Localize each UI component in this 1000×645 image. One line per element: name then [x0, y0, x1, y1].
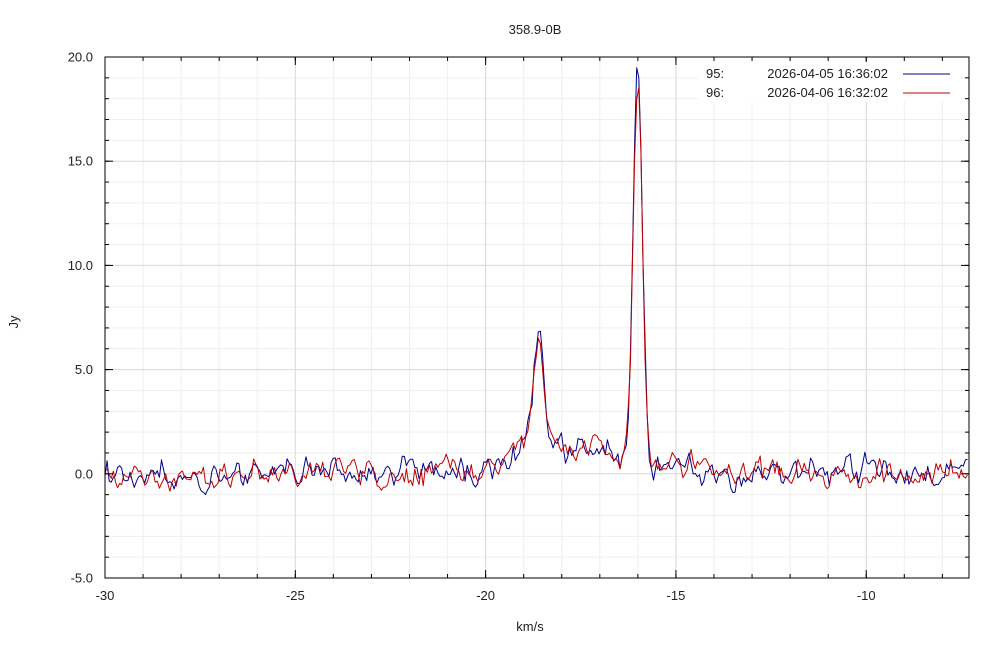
- x-tick-label: -20: [476, 588, 495, 603]
- legend-series-id: 96:: [706, 85, 724, 100]
- series-line-1: [104, 67, 968, 495]
- y-tick-label: 0.0: [75, 466, 93, 481]
- y-tick-label: 20.0: [68, 50, 93, 65]
- legend-series-name: 2026-04-05 16:36:02: [767, 66, 888, 81]
- legend-background: [698, 62, 960, 102]
- plot-frame: [104, 56, 970, 579]
- series-line-2: [104, 87, 968, 492]
- legend: 95: 2026-04-05 16:36:02 96: 2026-04-06 16:3…: [698, 62, 960, 102]
- y-tick-label: 15.0: [68, 154, 93, 169]
- x-tick-label: -10: [857, 588, 876, 603]
- series-lines: [104, 67, 968, 495]
- x-tick-label: -30: [96, 588, 115, 603]
- y-axis-label: Jy: [6, 315, 21, 329]
- axes: -30 -25 -20 -15 -10 -5.0 0.0 5.0 10.0 15.0 20.0: [68, 50, 970, 603]
- x-tick-label: -25: [286, 588, 305, 603]
- y-tick-label: 5.0: [75, 362, 93, 377]
- chart-title: 358.9-0B: [509, 22, 562, 37]
- y-tick-label: -5.0: [71, 571, 93, 586]
- legend-series-id: 95:: [706, 66, 724, 81]
- y-tick-label: 10.0: [68, 258, 93, 273]
- x-axis-label: km/s: [516, 619, 544, 634]
- x-tick-label: -15: [667, 588, 686, 603]
- grid-lines: [104, 56, 969, 579]
- legend-series-name: 2026-04-06 16:32:02: [767, 85, 888, 100]
